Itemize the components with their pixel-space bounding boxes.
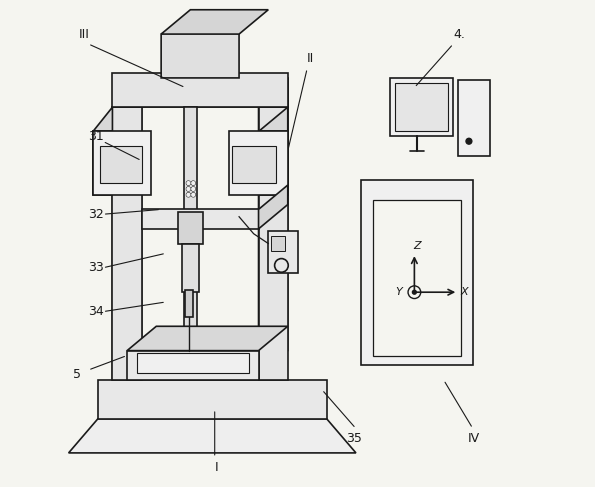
Circle shape xyxy=(186,181,190,185)
Circle shape xyxy=(187,187,190,190)
Polygon shape xyxy=(112,78,288,107)
Text: 5: 5 xyxy=(73,369,82,381)
Bar xyxy=(184,107,197,351)
Bar xyxy=(232,146,275,183)
Bar xyxy=(137,353,249,373)
Polygon shape xyxy=(127,326,288,351)
Bar xyxy=(271,236,286,251)
Bar xyxy=(112,107,142,380)
Circle shape xyxy=(466,138,472,144)
Bar xyxy=(186,290,193,317)
Bar xyxy=(259,131,288,195)
Circle shape xyxy=(192,193,195,196)
Polygon shape xyxy=(68,419,356,453)
Bar xyxy=(259,107,288,380)
Text: IV: IV xyxy=(468,432,480,445)
Bar xyxy=(458,80,490,156)
Circle shape xyxy=(187,182,190,185)
Text: 31: 31 xyxy=(88,130,104,143)
Circle shape xyxy=(192,187,195,190)
Text: 32: 32 xyxy=(88,208,104,221)
Polygon shape xyxy=(161,10,268,34)
Bar xyxy=(142,209,259,229)
Polygon shape xyxy=(259,107,288,195)
Text: Z: Z xyxy=(413,241,421,251)
Bar xyxy=(101,146,142,183)
Circle shape xyxy=(192,182,195,185)
Bar xyxy=(268,231,298,273)
Polygon shape xyxy=(259,78,288,380)
Bar xyxy=(390,78,453,136)
Text: 4.: 4. xyxy=(453,28,465,40)
Bar xyxy=(178,212,202,244)
Bar xyxy=(182,244,199,292)
Polygon shape xyxy=(112,78,142,380)
Polygon shape xyxy=(161,19,239,78)
Polygon shape xyxy=(93,131,151,195)
Text: III: III xyxy=(79,28,89,40)
Circle shape xyxy=(187,193,190,196)
Bar xyxy=(93,131,112,195)
Bar xyxy=(98,380,327,419)
Bar xyxy=(373,200,461,356)
Text: X: X xyxy=(461,287,468,297)
Text: 35: 35 xyxy=(346,432,362,445)
Circle shape xyxy=(192,181,195,185)
Bar xyxy=(361,180,473,365)
Circle shape xyxy=(192,193,195,197)
Text: I: I xyxy=(215,461,218,474)
Text: 33: 33 xyxy=(88,262,104,274)
Polygon shape xyxy=(229,131,288,195)
Bar xyxy=(112,73,288,107)
Circle shape xyxy=(192,187,195,191)
Circle shape xyxy=(186,193,190,197)
Circle shape xyxy=(412,290,416,294)
Bar xyxy=(127,351,259,380)
Bar xyxy=(395,83,449,131)
Text: Y: Y xyxy=(396,287,402,297)
Polygon shape xyxy=(93,107,112,195)
Circle shape xyxy=(186,187,190,191)
Text: II: II xyxy=(307,52,315,65)
Text: 34: 34 xyxy=(88,305,104,318)
Polygon shape xyxy=(259,185,288,229)
